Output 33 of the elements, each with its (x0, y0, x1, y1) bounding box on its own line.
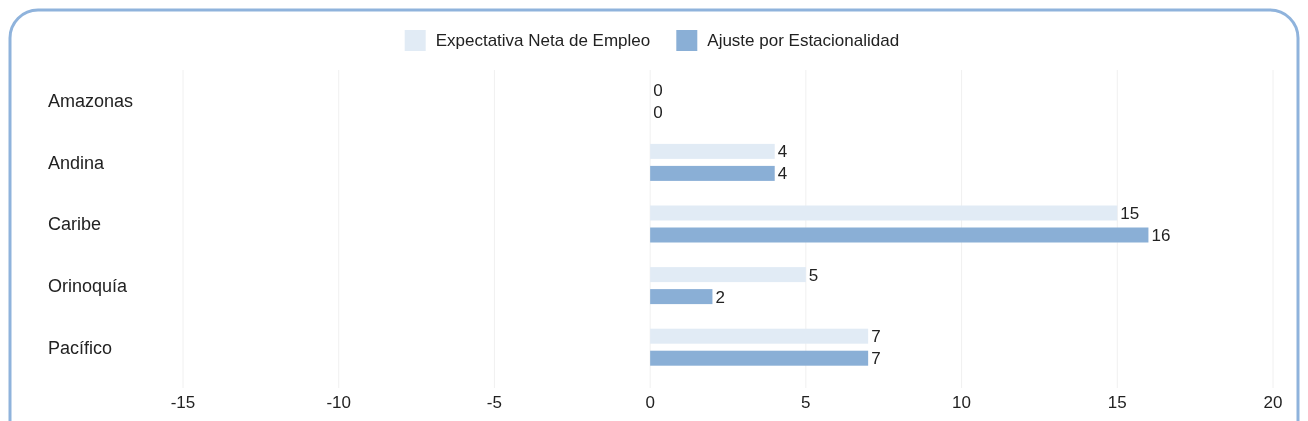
data-label: 16 (1151, 225, 1171, 245)
y-tick-label: Orinoquía (48, 275, 129, 296)
data-label: 7 (871, 349, 881, 369)
bar (650, 227, 1149, 243)
data-label: 0 (653, 80, 663, 100)
bar (650, 350, 869, 366)
data-label: 2 (715, 287, 725, 307)
data-label: 15 (1120, 203, 1140, 223)
legend-label: Ajuste por Estacionalidad (707, 30, 900, 50)
bar (650, 289, 713, 305)
x-tick-label: 5 (801, 392, 811, 412)
bar (650, 165, 775, 181)
data-label: 4 (777, 142, 788, 162)
bar (650, 328, 869, 344)
x-tick-label: 15 (1107, 392, 1127, 412)
bar (650, 205, 1118, 221)
data-label: 7 (871, 327, 881, 347)
data-label: 5 (808, 265, 819, 285)
data-label: 0 (653, 102, 663, 122)
y-tick-label: Amazonas (48, 91, 134, 112)
x-tick-label: -15 (170, 392, 196, 412)
bar (650, 143, 775, 159)
x-tick-label: 10 (952, 392, 972, 412)
legend-label: Expectativa Neta de Empleo (435, 30, 651, 50)
x-tick-label: -10 (326, 392, 351, 412)
y-tick-label: Andina (48, 152, 106, 173)
data-label: 4 (777, 164, 788, 184)
bar (650, 267, 806, 283)
x-tick-label: 20 (1263, 392, 1283, 412)
y-tick-label: Caribe (48, 214, 102, 235)
x-tick-label: 0 (645, 392, 655, 412)
y-tick-label: Pacífico (48, 337, 113, 358)
x-tick-label: -5 (486, 392, 502, 412)
